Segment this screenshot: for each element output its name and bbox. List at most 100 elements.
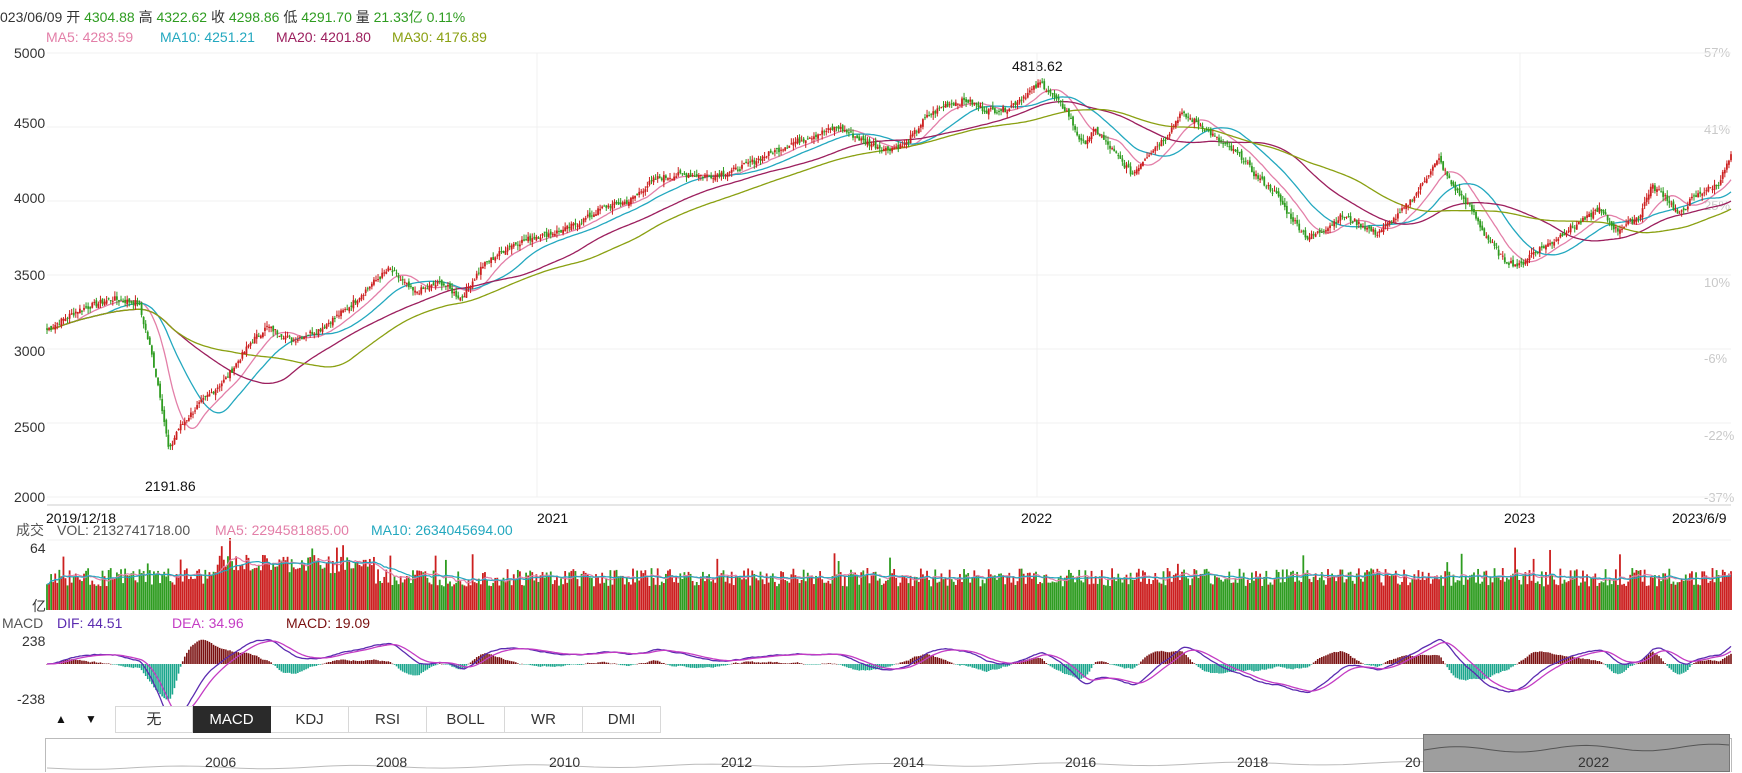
volume-bar	[1545, 571, 1547, 610]
price-tick-4000: 4000	[14, 190, 46, 206]
macd-bar	[1002, 664, 1004, 667]
candle-body	[753, 160, 756, 164]
macd-bar	[1378, 664, 1381, 667]
tab-kdj[interactable]: KDJ	[271, 706, 349, 733]
macd-bar	[1565, 656, 1568, 664]
tab-boll[interactable]: BOLL	[427, 706, 505, 733]
candle-body	[1094, 128, 1097, 132]
candle-body	[1080, 138, 1083, 141]
macd-bar	[654, 660, 657, 664]
macd-bar	[346, 660, 349, 664]
range-navigator[interactable]	[45, 738, 1732, 772]
tab-macd[interactable]: MACD	[193, 706, 271, 733]
volume-bar	[1224, 579, 1227, 610]
candle-body	[235, 363, 238, 368]
volume-bar	[1388, 576, 1391, 610]
macd-bar	[837, 664, 840, 665]
tab-rsi[interactable]: RSI	[349, 706, 427, 733]
macd-bar	[177, 664, 180, 674]
candle-body	[1481, 225, 1484, 231]
nav-year-2022: 2022	[1578, 754, 1610, 770]
volume-bar	[1117, 573, 1120, 610]
volume-bar	[251, 569, 254, 610]
macd-bar	[1318, 657, 1321, 664]
volume-bar	[584, 572, 587, 610]
macd-bar	[712, 664, 714, 668]
macd-bar	[1501, 664, 1504, 671]
volume-bar	[239, 565, 242, 610]
volume-bar	[1329, 576, 1331, 610]
macd-bar	[1658, 656, 1660, 664]
volume-bar	[457, 571, 460, 610]
macd-bar	[683, 664, 686, 667]
macd-bar	[428, 664, 431, 669]
candle-body	[1567, 230, 1570, 232]
candle-body	[477, 272, 480, 274]
candle-body	[146, 331, 149, 339]
price-tick-2000: 2000	[14, 489, 46, 505]
candle-body	[525, 239, 527, 241]
volume-bar	[1610, 584, 1613, 610]
macd-bar	[1495, 664, 1498, 674]
macd-bar	[290, 664, 293, 674]
macd-bar	[1600, 662, 1603, 664]
scroll-up-arrow[interactable]: ▲	[55, 712, 67, 726]
volume-bar	[979, 586, 982, 610]
tab-wr[interactable]: WR	[505, 706, 583, 733]
macd-bar	[490, 654, 492, 664]
volume-bar	[1012, 576, 1015, 610]
volume-bar	[529, 570, 532, 610]
candle-body	[1109, 145, 1111, 149]
volume-bar	[1666, 579, 1669, 610]
candle-body	[1682, 208, 1685, 211]
candle-body	[1074, 126, 1076, 130]
candle-body	[868, 139, 871, 146]
volume-bar	[303, 563, 305, 610]
macd-bar	[1594, 660, 1597, 664]
candle-body	[1723, 169, 1726, 174]
macd-bar	[325, 662, 328, 664]
candle-body	[447, 285, 449, 287]
candle-body	[1584, 217, 1586, 220]
macd-bar	[1261, 664, 1263, 670]
volume-bar	[1265, 570, 1268, 610]
volume-bar	[1497, 575, 1500, 610]
macd-bar	[377, 660, 379, 664]
candle-body	[407, 281, 410, 288]
tab-none[interactable]: 无	[115, 706, 193, 733]
volume-bar	[1310, 582, 1313, 610]
macd-bar	[171, 664, 174, 695]
volume-bar	[798, 583, 801, 610]
volume-bar	[1187, 578, 1190, 610]
navigator-selection[interactable]	[1423, 734, 1730, 772]
candle-body	[1203, 130, 1206, 132]
volume-bar	[157, 570, 159, 610]
macd-bar	[1247, 664, 1249, 671]
volume-bar	[895, 577, 898, 610]
macd-bar	[482, 654, 484, 664]
macd-bar	[313, 664, 316, 667]
candle-body	[718, 173, 721, 177]
candle-body	[1008, 108, 1011, 111]
volume-bar	[1267, 584, 1270, 610]
candle-body	[424, 287, 427, 289]
candle-body	[418, 293, 421, 295]
candle-body	[1510, 261, 1512, 263]
volume-bar	[208, 572, 211, 610]
macd-bar	[901, 662, 904, 664]
candle-body	[350, 305, 353, 307]
volume-bar	[1335, 581, 1338, 610]
candle-body	[1333, 221, 1336, 227]
candle-body	[1164, 139, 1167, 141]
candle-body	[118, 299, 120, 302]
volume-bar	[290, 559, 293, 610]
macd-bar	[412, 664, 414, 676]
macd-bar	[327, 661, 330, 664]
open-label: 开	[66, 9, 81, 25]
tab-dmi[interactable]: DMI	[583, 706, 661, 733]
volume-bar	[1345, 579, 1348, 610]
volume-bar	[1086, 576, 1089, 610]
candle-body	[155, 368, 157, 377]
scroll-down-arrow[interactable]: ▼	[85, 712, 97, 726]
